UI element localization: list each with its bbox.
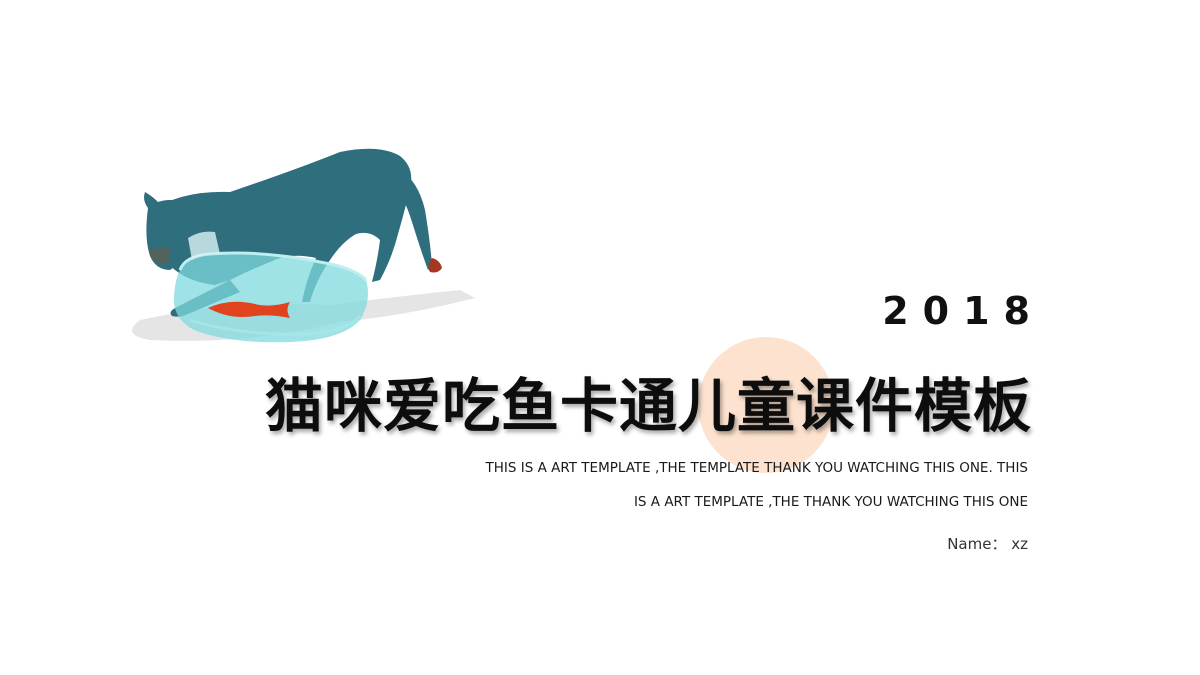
fishbowl (173, 231, 368, 343)
accent-circle (698, 337, 834, 473)
name-label: Name： (947, 535, 1007, 553)
slide-title: 猫咪爱吃鱼卡通儿童课件模板 (264, 372, 1032, 440)
subtitle-line-2: IS A ART TEMPLATE ,THE THANK YOU WATCHIN… (633, 494, 1028, 510)
author-name: Name： xz (947, 533, 1028, 554)
name-value: xz (1011, 535, 1028, 553)
year-label: 2018 (882, 289, 1044, 333)
subtitle-line-1: THIS IS A ART TEMPLATE ,THE TEMPLATE THA… (485, 460, 1028, 476)
goldfish (208, 301, 290, 318)
cat-fishbowl-illustration (132, 148, 475, 343)
